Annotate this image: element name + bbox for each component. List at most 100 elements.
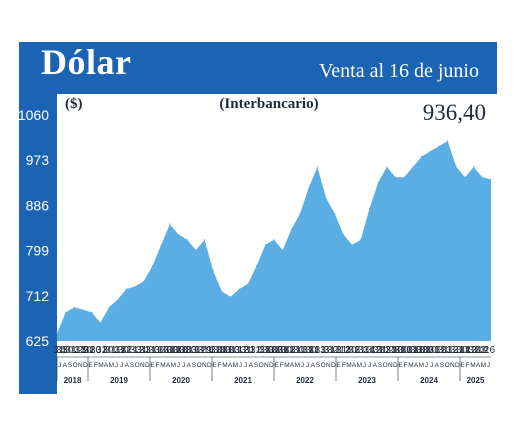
x-month-label: J: [306, 362, 309, 369]
x-day-label: 31: [284, 345, 296, 356]
x-month-label: M: [109, 362, 114, 369]
chart-subtitle: Venta al 16 de junio: [319, 60, 479, 82]
x-month-label: A: [290, 362, 295, 369]
x-month-label: A: [166, 362, 171, 369]
x-day-label: 31: [195, 345, 207, 356]
data-point: [212, 270, 214, 272]
x-month-label: E: [150, 362, 155, 369]
chart-title: Dólar: [41, 42, 132, 82]
x-day-label: 31: [222, 345, 234, 356]
x-day-label: 1: [314, 345, 320, 356]
data-point: [316, 166, 318, 168]
x-day-label: 31: [268, 345, 280, 356]
data-point: [195, 249, 197, 251]
x-day-label: 3: [145, 345, 151, 356]
unit-label: ($): [65, 96, 83, 112]
x-day-label: 30: [327, 345, 339, 356]
x-day-label: 28: [388, 345, 400, 356]
x-month-label: J: [239, 362, 242, 369]
x-month-label: M: [233, 362, 238, 369]
x-day-label: 2: [333, 345, 339, 356]
x-day-label: 1: [210, 345, 216, 356]
x-day-label: 1: [157, 345, 163, 356]
x-axis: 3131530311131293031230331230311131303123…: [53, 345, 496, 385]
x-month-label: A: [63, 362, 68, 369]
x-day-label: 31: [336, 345, 348, 356]
x-day-label: 31: [179, 345, 191, 356]
x-day-label: 31: [164, 345, 176, 356]
x-day-label: 31: [96, 345, 108, 356]
x-day-label: 1: [345, 345, 351, 356]
data-point: [342, 233, 344, 236]
x-day-label: 3: [481, 345, 487, 356]
x-day-label: 1: [194, 345, 200, 356]
x-day-label: 1: [207, 345, 213, 356]
y-axis-band: [19, 94, 57, 394]
x-day-label: 29: [201, 345, 213, 356]
data-point: [481, 176, 483, 178]
x-month-label: M: [408, 362, 413, 369]
data-point: [421, 156, 423, 158]
x-day-label: 1: [299, 345, 305, 356]
x-month-label: A: [228, 362, 233, 369]
x-month-label: O: [321, 362, 326, 369]
price-area: [57, 141, 491, 341]
x-month-label: S: [316, 362, 321, 369]
data-point: [360, 239, 362, 241]
x-day-label: 1: [302, 345, 308, 356]
x-month-label: A: [104, 362, 109, 369]
x-month-label: O: [73, 362, 78, 369]
data-point: [91, 311, 93, 313]
x-month-label: E: [336, 362, 341, 369]
x-month-label: N: [78, 362, 83, 369]
x-day-label: 31: [438, 345, 450, 356]
y-axis-ticks: 625 712 799 886 973 1060: [19, 107, 49, 349]
data-point: [221, 291, 223, 293]
x-month-label: M: [419, 362, 424, 369]
data-point: [290, 228, 292, 230]
data-point: [56, 332, 58, 334]
x-day-label: 30: [148, 345, 160, 356]
data-point: [125, 288, 127, 290]
x-day-label: 5: [62, 345, 68, 356]
data-point: [377, 181, 379, 184]
x-day-label: 30: [305, 345, 317, 356]
x-day-label: 31: [376, 345, 388, 356]
x-month-label: A: [125, 362, 130, 369]
x-day-label: 3: [154, 345, 160, 356]
x-month-label: D: [207, 362, 212, 369]
x-year-label: 2019: [110, 376, 128, 385]
data-point: [386, 166, 388, 168]
x-month-label: F: [466, 362, 470, 369]
x-day-label: 31: [453, 345, 465, 356]
x-day-label: 30: [158, 345, 170, 356]
x-month-label: J: [301, 362, 304, 369]
x-day-label: 1: [111, 345, 117, 356]
x-day-label: 30: [167, 345, 179, 356]
x-month-label: J: [120, 362, 123, 369]
x-month-label: F: [156, 362, 160, 369]
data-point: [65, 311, 67, 313]
chart-header: Dólar Venta al 16 de junio: [19, 42, 497, 94]
x-day-label: 31: [53, 345, 65, 356]
x-year-label: 2020: [172, 376, 190, 385]
data-point: [264, 244, 266, 246]
x-month-label: E: [88, 362, 93, 369]
x-month-label: O: [135, 362, 140, 369]
x-month-label: M: [295, 362, 300, 369]
x-month-label: E: [398, 362, 403, 369]
x-day-label: 3: [234, 345, 240, 356]
x-month-label: J: [182, 362, 185, 369]
x-month-label: A: [187, 362, 192, 369]
x-month-label: N: [140, 362, 145, 369]
x-month-label: E: [274, 362, 279, 369]
x-day-label: 31: [182, 345, 194, 356]
data-point: [82, 309, 84, 311]
x-day-label: 30: [173, 345, 185, 356]
x-month-label: F: [94, 362, 98, 369]
x-day-label: 12: [339, 345, 351, 356]
x-day-label: 30: [422, 345, 434, 356]
x-day-label: 1: [71, 345, 77, 356]
x-day-label: 31: [441, 345, 453, 356]
x-day-label: 31: [250, 345, 262, 356]
